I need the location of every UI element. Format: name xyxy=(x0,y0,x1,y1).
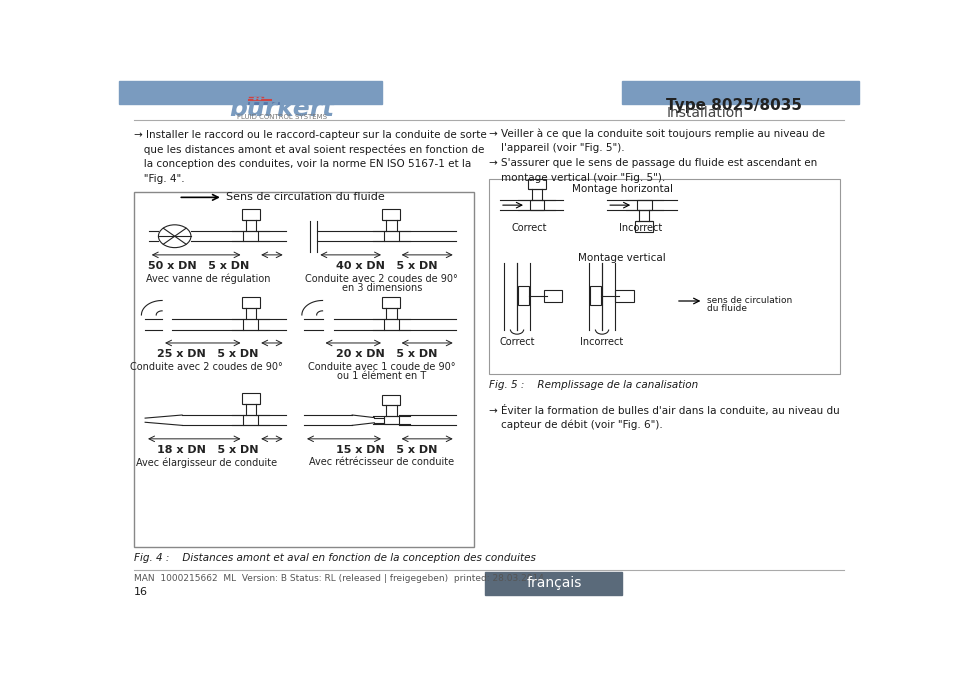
Text: français: français xyxy=(526,576,581,590)
Bar xyxy=(383,231,398,242)
Bar xyxy=(518,287,528,305)
Text: "Fig. 4".: "Fig. 4". xyxy=(133,174,185,184)
Text: 50 x DN   5 x DN: 50 x DN 5 x DN xyxy=(149,261,250,271)
Bar xyxy=(621,81,858,104)
Text: Avec vanne de régulation: Avec vanne de régulation xyxy=(146,273,270,284)
Text: → Veiller à ce que la conduite soit toujours remplie au niveau de: → Veiller à ce que la conduite soit touj… xyxy=(488,129,824,139)
Bar xyxy=(529,201,544,210)
Text: Avec rétrécisseur de conduite: Avec rétrécisseur de conduite xyxy=(309,458,454,468)
Bar xyxy=(488,179,840,374)
Bar xyxy=(243,415,258,425)
Text: 18 x DN   5 x DN: 18 x DN 5 x DN xyxy=(157,445,258,455)
Text: que les distances amont et aval soient respectées en fonction de: que les distances amont et aval soient r… xyxy=(133,145,484,155)
Text: la conception des conduites, voir la norme EN ISO 5167-1 et la: la conception des conduites, voir la nor… xyxy=(133,159,471,169)
Bar xyxy=(242,209,259,219)
Text: Installation: Installation xyxy=(665,106,742,120)
Bar xyxy=(637,201,651,210)
Text: Type 8025/8035: Type 8025/8035 xyxy=(665,98,801,113)
Text: FLUID CONTROL SYSTEMS: FLUID CONTROL SYSTEMS xyxy=(236,114,327,120)
Text: ou 1 élément en T: ou 1 élément en T xyxy=(336,371,426,381)
Bar xyxy=(243,319,258,330)
Text: Incorrect: Incorrect xyxy=(579,337,623,347)
Text: Correct: Correct xyxy=(512,223,547,234)
Bar xyxy=(543,289,561,302)
Bar xyxy=(635,221,653,232)
Bar xyxy=(133,192,474,547)
Text: Conduite avec 1 coude de 90°: Conduite avec 1 coude de 90° xyxy=(308,361,455,371)
Bar xyxy=(528,179,545,189)
Text: l'appareil (voir "Fig. 5").: l'appareil (voir "Fig. 5"). xyxy=(500,143,623,153)
Text: capteur de débit (voir "Fig. 6").: capteur de débit (voir "Fig. 6"). xyxy=(500,419,661,429)
Text: → S'assurer que le sens de passage du fluide est ascendant en: → S'assurer que le sens de passage du fl… xyxy=(488,159,817,168)
Text: Avec élargisseur de conduite: Avec élargisseur de conduite xyxy=(135,458,276,468)
Bar xyxy=(243,231,258,242)
Bar xyxy=(382,394,400,405)
Text: Incorrect: Incorrect xyxy=(618,223,661,234)
Text: en 3 dimensions: en 3 dimensions xyxy=(341,283,421,293)
Bar xyxy=(485,572,621,595)
Bar xyxy=(242,297,259,308)
Bar xyxy=(242,393,259,404)
Text: Conduite avec 2 coudes de 90°: Conduite avec 2 coudes de 90° xyxy=(130,361,283,371)
Text: → Éviter la formation de bulles d'air dans la conduite, au niveau du: → Éviter la formation de bulles d'air da… xyxy=(488,404,839,416)
Text: Fig. 4 :    Distances amont et aval en fonction de la conception des conduites: Fig. 4 : Distances amont et aval en fonc… xyxy=(133,553,536,563)
Text: → Installer le raccord ou le raccord-capteur sur la conduite de sorte: → Installer le raccord ou le raccord-cap… xyxy=(133,130,486,140)
Bar xyxy=(383,417,398,424)
Text: Montage vertical: Montage vertical xyxy=(578,253,665,262)
Text: 16: 16 xyxy=(133,587,148,596)
Text: MAN  1000215662  ML  Version: B Status: RL (released | freigegeben)  printed: 28: MAN 1000215662 ML Version: B Status: RL … xyxy=(133,574,543,583)
Text: Fig. 5 :    Remplissage de la canalisation: Fig. 5 : Remplissage de la canalisation xyxy=(488,380,698,390)
Bar xyxy=(383,319,398,330)
Text: 40 x DN   5 x DN: 40 x DN 5 x DN xyxy=(335,261,437,271)
Text: Correct: Correct xyxy=(498,337,535,347)
Text: montage vertical (voir "Fig. 5").: montage vertical (voir "Fig. 5"). xyxy=(500,173,664,183)
Text: 15 x DN   5 x DN: 15 x DN 5 x DN xyxy=(335,445,437,455)
Bar xyxy=(615,289,633,302)
Bar xyxy=(119,81,381,104)
Bar xyxy=(590,287,600,305)
Text: bürkert: bürkert xyxy=(229,98,335,121)
Text: du fluide: du fluide xyxy=(706,304,746,312)
Text: Conduite avec 2 coudes de 90°: Conduite avec 2 coudes de 90° xyxy=(305,273,457,283)
Text: 20 x DN   5 x DN: 20 x DN 5 x DN xyxy=(335,349,437,359)
Text: Montage horizontal: Montage horizontal xyxy=(571,184,672,194)
Text: sens de circulation: sens de circulation xyxy=(706,296,791,305)
Bar xyxy=(382,297,400,308)
Text: Sens de circulation du fluide: Sens de circulation du fluide xyxy=(226,192,385,203)
Bar xyxy=(382,209,400,219)
Text: 25 x DN   5 x DN: 25 x DN 5 x DN xyxy=(157,349,258,359)
